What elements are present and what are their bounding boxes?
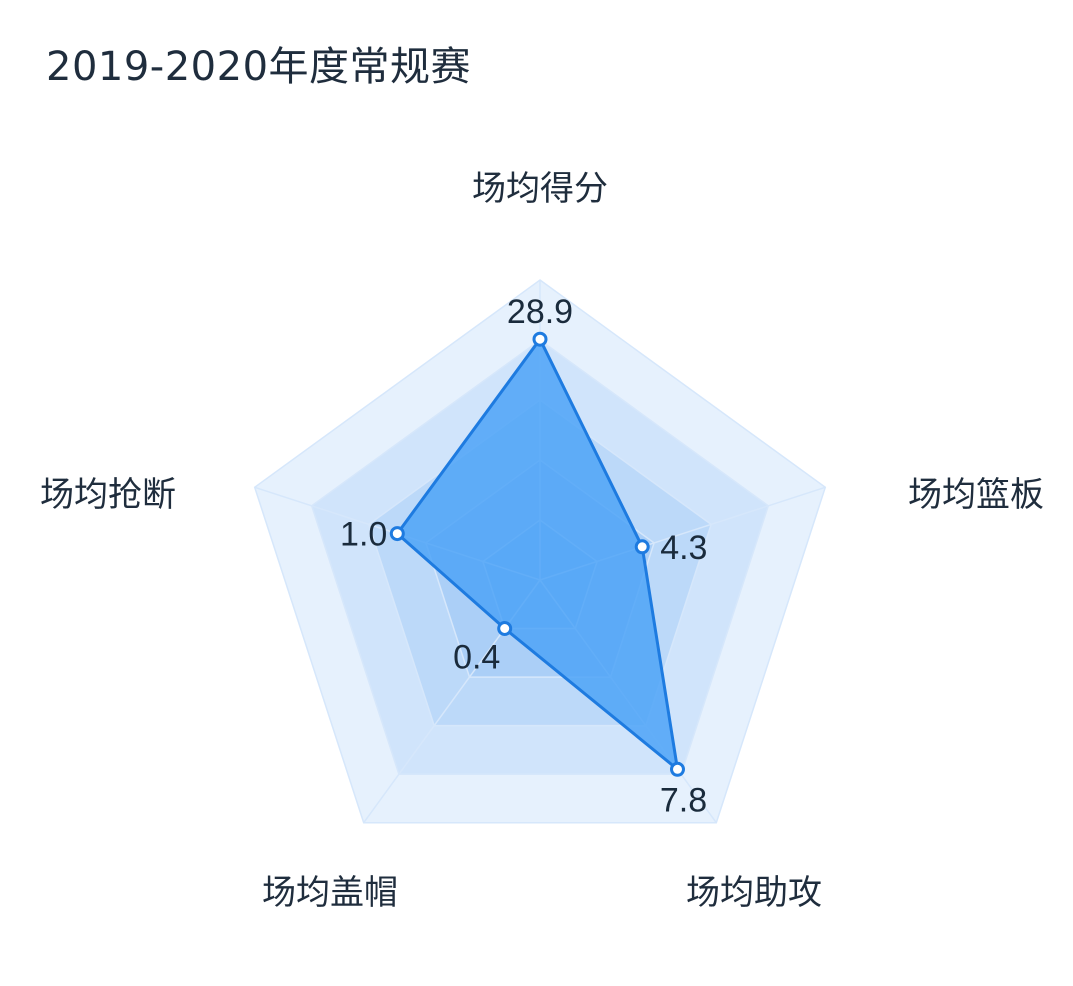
axis-label-5: 场均抢断 — [40, 475, 176, 515]
value-label-4: 0.4 — [453, 639, 500, 677]
data-point-1 — [532, 331, 548, 347]
data-point-3 — [670, 761, 685, 777]
value-label-2: 4.3 — [660, 529, 707, 567]
axis-label-4: 场均盖帽 — [262, 873, 398, 913]
radar-area-layer — [395, 337, 679, 771]
data-point-4 — [497, 621, 513, 636]
chart-title: 2019-2020年度常规赛 — [46, 44, 472, 90]
data-point-2 — [634, 539, 650, 555]
axis-label-2: 场均篮板 — [908, 475, 1044, 515]
axis-label-3: 场均助攻 — [686, 873, 822, 913]
radar-points — [389, 331, 685, 777]
value-labels: 28.9 4.3 7.8 0.4 1.0 — [340, 293, 707, 819]
data-point-5 — [389, 526, 405, 542]
series-area — [395, 337, 679, 771]
axis-label-1: 场均得分 — [472, 169, 608, 209]
value-label-1: 28.9 — [507, 293, 573, 331]
value-label-5: 1.0 — [340, 516, 387, 554]
value-label-3: 7.8 — [660, 781, 707, 819]
